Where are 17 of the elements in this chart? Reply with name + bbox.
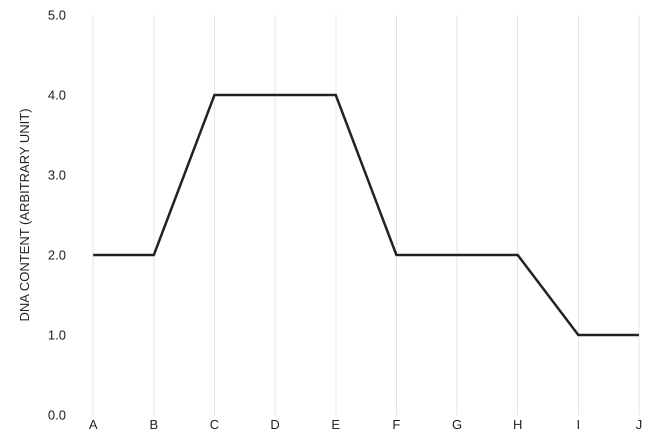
x-tick-label: H [512, 417, 522, 432]
y-tick-label: 1.0 [48, 328, 66, 343]
x-tick-label: A [88, 417, 98, 432]
x-tick-label: E [331, 417, 340, 432]
x-tick-label: J [636, 417, 642, 432]
y-tick-label: 2.0 [48, 248, 66, 263]
x-tick-label: G [452, 417, 462, 432]
y-tick-label: 0.0 [48, 408, 66, 423]
x-tick-label: B [149, 417, 158, 432]
y-tick-label: 3.0 [48, 168, 66, 183]
y-tick-label: 5.0 [48, 8, 66, 23]
y-tick-label: 4.0 [48, 88, 66, 103]
x-tick-label: I [576, 417, 580, 432]
x-tick-label: F [392, 417, 400, 432]
x-tick-label: D [270, 417, 280, 432]
x-tick-label: C [210, 417, 220, 432]
y-axis-title: DNA CONTENT (ARBITRARY UNIT) [16, 108, 32, 322]
